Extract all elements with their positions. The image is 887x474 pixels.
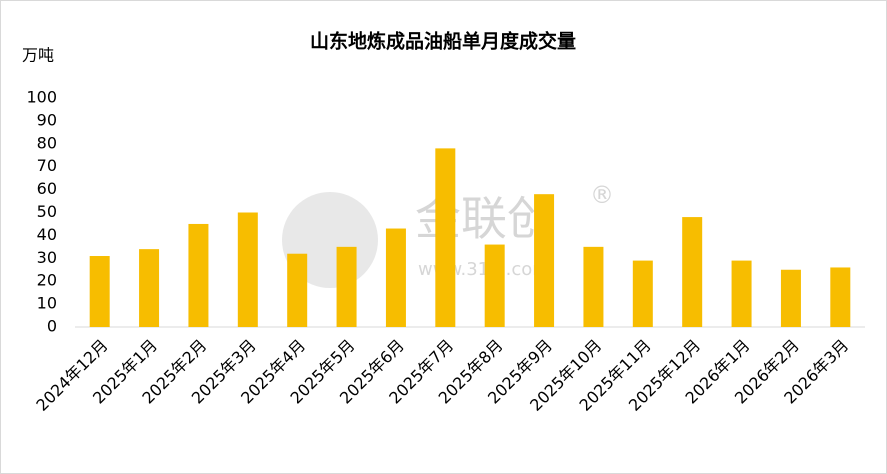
bar: [682, 217, 703, 327]
bar: [139, 249, 160, 327]
y-tick-label: 80: [37, 133, 57, 152]
bar: [385, 228, 406, 327]
chart-title: 山东地炼成品油船单月度成交量: [310, 30, 576, 53]
bar: [89, 256, 110, 327]
y-tick-label: 0: [47, 317, 57, 336]
bar: [830, 267, 851, 327]
y-axis-label: 万吨: [22, 46, 54, 65]
bar: [583, 246, 604, 327]
bar: [287, 253, 308, 327]
y-tick-label: 20: [37, 271, 57, 290]
bar: [435, 148, 456, 327]
bar: [731, 260, 752, 327]
bar: [188, 223, 209, 327]
bar: [336, 246, 357, 327]
bar: [237, 212, 258, 327]
y-tick-label: 50: [37, 202, 57, 221]
y-tick-label: 30: [37, 248, 57, 267]
y-tick-label: 10: [37, 294, 57, 313]
y-tick-label: 40: [37, 225, 57, 244]
y-tick-label: 60: [37, 179, 57, 198]
y-tick-label: 90: [37, 110, 57, 129]
bar: [534, 194, 555, 327]
bar: [780, 269, 801, 327]
y-tick-label: 100: [26, 88, 57, 107]
y-tick-label: 70: [37, 156, 57, 175]
bar: [484, 244, 505, 327]
bar: [632, 260, 653, 327]
watermark-mark: ®: [590, 181, 614, 209]
